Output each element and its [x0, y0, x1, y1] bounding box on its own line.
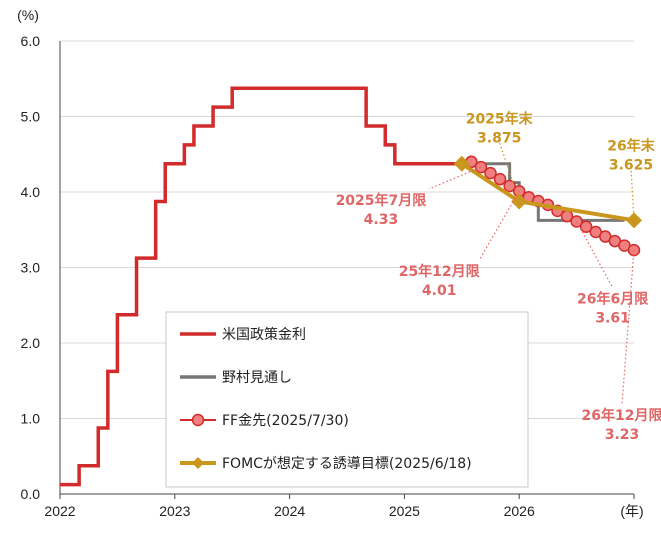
annotation-label: 26年末 — [607, 137, 655, 154]
data-point — [503, 179, 516, 193]
annotation-label: 2025年7月限 — [336, 192, 427, 209]
data-point — [484, 166, 497, 180]
annotation-label: 4.01 — [422, 283, 457, 299]
legend-box — [165, 311, 529, 488]
legend-item: 米国政策金利 — [180, 326, 306, 343]
annotation-layer: 2025年末 3.875 26年末 3.625 2025年7月限 4.33 25年12月限 4… — [336, 110, 661, 443]
legend-label: FF金先(2025/7/30) — [222, 413, 349, 429]
y-tick-label: 0.0 — [21, 486, 41, 502]
legend-label: FOMCが想定する誘導目標(2025/6/18) — [222, 456, 472, 472]
series-0 — [60, 86, 462, 487]
x-tick-label: 2025 — [389, 503, 420, 519]
y-tick-label: 5.0 — [21, 109, 41, 125]
data-point-diamond — [453, 155, 470, 172]
annotation-leader — [621, 250, 635, 405]
y-axis-unit: (%) — [17, 7, 39, 23]
data-point — [579, 220, 593, 233]
annotation: 2025年末 3.875 — [466, 110, 534, 202]
gridlines — [60, 40, 634, 419]
legend-label: 野村見通し — [222, 370, 292, 386]
annotation-label: 2025年末 — [466, 110, 534, 127]
annotation: 2025年7月限 4.33 — [336, 166, 482, 228]
data-point — [493, 172, 507, 186]
x-tick-label: 2023 — [159, 503, 190, 519]
annotation: 26年12月限 3.23 — [582, 250, 661, 443]
x-axis-unit: (年) — [620, 503, 643, 519]
y-tick-label: 4.0 — [21, 184, 41, 200]
legend-marker — [192, 457, 204, 469]
annotation: 26年末 3.625 — [607, 137, 656, 221]
legend-item: FF金先(2025/7/30) — [180, 413, 349, 429]
annotation-label: 3.61 — [595, 310, 630, 326]
y-tick-label: 2.0 — [21, 335, 41, 351]
annotation-leader — [478, 190, 520, 261]
annotation-leader — [428, 166, 482, 190]
annotation-label: 25年12月限 — [399, 263, 480, 280]
annotation-label: 26年6月限 — [577, 290, 648, 307]
x-tick-label: 2024 — [274, 503, 305, 519]
annotation-leader — [498, 141, 520, 202]
annotation-label: 3.875 — [477, 130, 521, 146]
x-tick-label: 2026 — [504, 503, 535, 519]
annotation-label: 4.33 — [364, 212, 399, 228]
legend-marker — [191, 413, 205, 427]
series-layer — [60, 86, 642, 487]
legend-label: 米国政策金利 — [222, 326, 306, 343]
x-tick-label: 2022 — [44, 503, 75, 519]
annotation-leader — [630, 168, 635, 221]
annotation-label: 3.23 — [605, 427, 640, 443]
series-line — [60, 86, 462, 487]
y-tick-label: 6.0 — [21, 33, 41, 49]
legend-item: 野村見通し — [180, 370, 292, 386]
axes: 0.0 1.0 2.0 3.0 4.0 5.0 6.0 2022 2023 2024 2025 202… — [21, 33, 635, 519]
y-tick-label: 1.0 — [21, 411, 41, 427]
legend-item: FOMCが想定する誘導目標(2025/6/18) — [180, 456, 472, 472]
annotation-leader — [576, 221, 614, 288]
annotation-label: 26年12月限 — [582, 407, 661, 424]
annotation-label: 3.625 — [609, 157, 653, 173]
annotation: 25年12月限 4.01 — [399, 190, 520, 299]
y-tick-label: 3.0 — [21, 260, 41, 276]
